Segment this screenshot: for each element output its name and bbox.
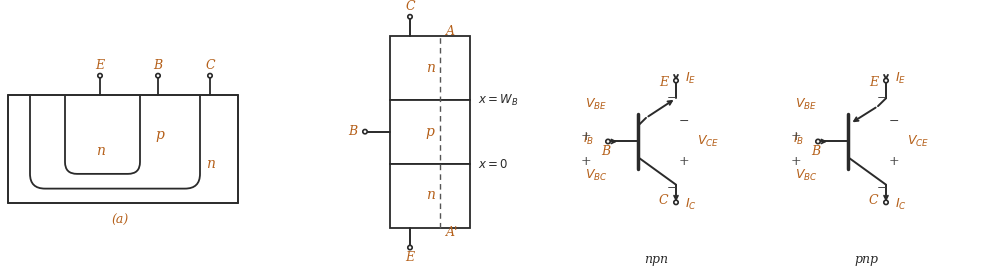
Text: −: −	[876, 90, 886, 103]
Text: p: p	[155, 128, 164, 142]
Text: +: +	[790, 130, 800, 143]
Text: $V_{CE}$: $V_{CE}$	[696, 134, 719, 149]
Circle shape	[605, 139, 609, 144]
Text: E: E	[658, 76, 667, 89]
Text: C: C	[205, 59, 215, 72]
Text: p: p	[425, 125, 434, 139]
Text: B: B	[811, 145, 820, 158]
Circle shape	[408, 15, 412, 19]
Bar	[390, 100, 469, 164]
Circle shape	[208, 73, 212, 78]
Circle shape	[673, 78, 678, 83]
Circle shape	[363, 129, 367, 134]
Text: $V_{BC}$: $V_{BC}$	[584, 168, 606, 183]
Text: $V_{BE}$: $V_{BE}$	[794, 97, 816, 112]
Text: A': A'	[445, 226, 458, 239]
Text: B: B	[348, 125, 357, 138]
Text: n: n	[425, 61, 434, 75]
Text: B: B	[153, 59, 162, 72]
Text: C: C	[658, 194, 667, 207]
Text: $x = W_B$: $x = W_B$	[477, 93, 518, 108]
Circle shape	[883, 78, 888, 83]
Text: E: E	[95, 59, 104, 72]
Text: $I_E$: $I_E$	[684, 71, 696, 86]
Text: C: C	[405, 1, 414, 13]
Text: −: −	[876, 180, 886, 193]
Circle shape	[156, 73, 160, 78]
Text: E: E	[405, 251, 414, 264]
Text: $I_B$: $I_B$	[792, 132, 803, 147]
Text: npn: npn	[643, 253, 667, 266]
Bar	[390, 36, 469, 100]
Circle shape	[883, 200, 888, 204]
Text: $I_B$: $I_B$	[582, 132, 593, 147]
Text: (a): (a)	[111, 214, 128, 227]
Text: +: +	[580, 130, 590, 143]
Text: n: n	[95, 144, 104, 158]
Text: $V_{BC}$: $V_{BC}$	[794, 168, 816, 183]
Text: −: −	[678, 115, 689, 128]
Text: $I_C$: $I_C$	[684, 197, 696, 212]
Text: $V_{BE}$: $V_{BE}$	[584, 97, 606, 112]
Text: E: E	[868, 76, 877, 89]
Circle shape	[97, 73, 102, 78]
Text: −: −	[888, 115, 899, 128]
Text: +: +	[580, 155, 590, 168]
Text: $I_E$: $I_E$	[894, 71, 906, 86]
Text: +: +	[790, 155, 800, 168]
Text: $V_{CE}$: $V_{CE}$	[906, 134, 928, 149]
Text: $I_C$: $I_C$	[894, 197, 906, 212]
Text: −: −	[666, 90, 676, 103]
Text: $x = 0$: $x = 0$	[477, 158, 508, 171]
Text: n: n	[425, 188, 434, 202]
Bar	[390, 164, 469, 228]
Text: pnp: pnp	[853, 253, 877, 266]
Circle shape	[815, 139, 819, 144]
Text: −: −	[666, 180, 676, 193]
Text: C: C	[868, 194, 877, 207]
Circle shape	[673, 200, 678, 204]
Circle shape	[408, 245, 412, 250]
Text: +: +	[888, 155, 899, 168]
Text: B: B	[600, 145, 610, 158]
Text: A: A	[445, 25, 454, 38]
Text: n: n	[206, 157, 215, 171]
Text: +: +	[678, 155, 689, 168]
